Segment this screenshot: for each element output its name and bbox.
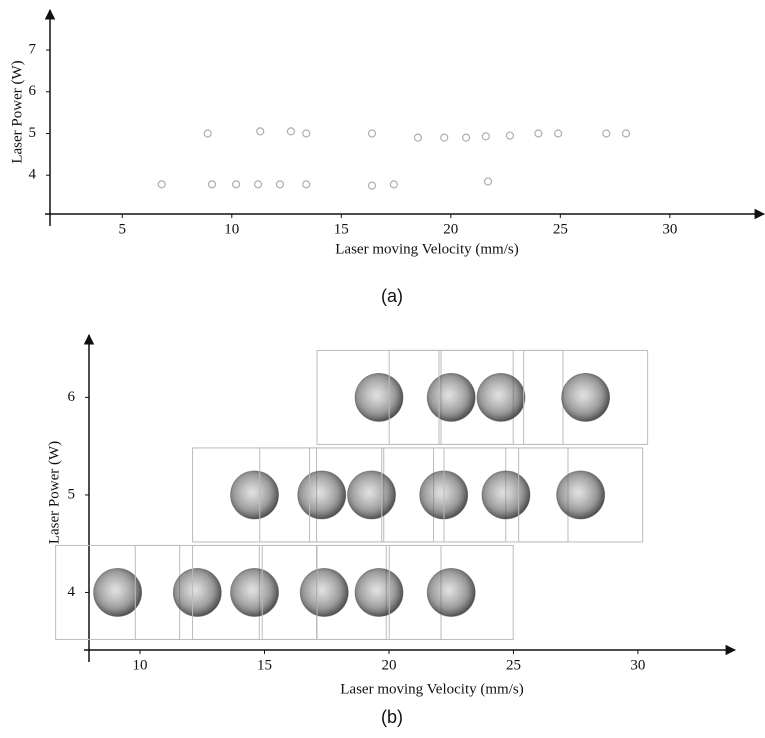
melt-spot [230,470,279,520]
caption: (b) [381,707,403,727]
y-axis-label: Laser Power (W) [9,60,25,163]
melt-spot [299,568,349,617]
melt-spot [93,568,143,617]
marker [367,129,377,138]
marker [483,177,493,186]
marker [286,127,296,136]
melt-spot [426,568,476,617]
image-frame [518,447,644,543]
marker [481,132,490,141]
x-tick-label: 25 [506,657,521,673]
x-axis-label: Laser moving Velocity (mm/s) [340,681,523,697]
melt-spot [426,373,476,422]
y-tick-label: 4 [29,167,37,183]
y-tick-label: 6 [68,389,76,405]
caption: (a) [381,286,403,306]
x-tick-label: 15 [334,221,349,237]
marker [367,181,377,190]
melt-spot [556,470,606,520]
melt-spot [354,373,404,422]
x-tick-label: 20 [381,657,396,673]
marker [207,180,217,189]
marker [440,133,449,142]
x-tick-label: 15 [257,657,272,673]
marker [505,131,515,140]
x-tick-label: 30 [630,657,645,673]
marker [413,133,423,142]
marker [157,180,166,189]
x-tick-label: 10 [224,221,239,237]
x-tick-label: 25 [553,221,568,237]
y-tick-label: 6 [29,83,37,99]
marker [621,129,631,138]
marker [203,129,212,138]
melt-spot [561,373,611,422]
marker [602,129,611,138]
x-axis-label: Laser moving Velocity (mm/s) [335,241,518,257]
x-tick-label: 10 [133,657,148,673]
marker [256,127,265,136]
image-frame [523,349,649,445]
melt-spot [297,470,347,520]
marker [302,180,311,189]
marker [253,180,263,189]
melt-spot [354,568,404,617]
y-tick-label: 4 [68,584,76,600]
melt-spot [481,470,531,520]
x-tick-label: 30 [662,221,677,237]
marker [462,133,471,142]
y-tick-label: 7 [29,41,37,57]
image-frame [388,544,514,640]
marker [302,129,311,138]
y-axis-label: Laser Power (W) [46,441,62,544]
marker [554,129,563,138]
x-tick-label: 20 [443,221,458,237]
y-tick-label: 5 [68,486,76,502]
marker [389,180,398,189]
melt-spot [476,373,526,422]
x-tick-label: 5 [119,221,127,237]
y-tick-label: 5 [29,125,37,141]
melt-spot [347,470,396,520]
marker [534,129,543,138]
melt-spot [172,568,222,617]
melt-spot [230,568,279,617]
marker [275,180,285,189]
marker [232,180,241,189]
